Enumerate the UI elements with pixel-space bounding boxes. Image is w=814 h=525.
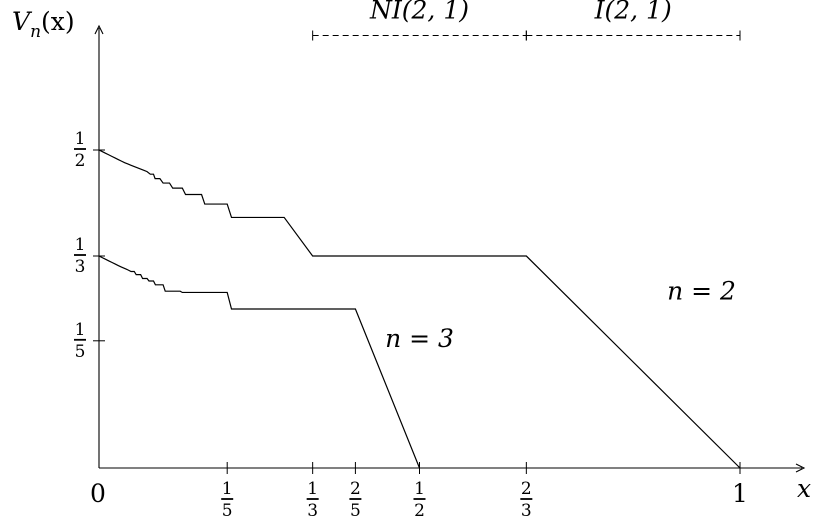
axes [93,24,806,474]
interval-1-label: I(2, 1) [594,0,672,25]
series-label-1: n = 3 [385,324,454,353]
x-axis-label: x [797,474,811,503]
x-tick-label-1: 13 [306,479,319,521]
y-tick-label-1-denominator: 3 [75,257,86,277]
origin-label: 0 [90,479,106,508]
y-axis-label-argument: (x) [41,7,75,36]
interval-1: I(2, 1) [525,0,741,41]
x-tick-label-2-denominator: 5 [350,501,361,521]
series-line-n3 [98,255,421,469]
y-tick-label-2: 15 [74,320,86,362]
y-axis-label: Vn(x) [12,7,75,42]
y-tick-label-0: 12 [74,129,86,171]
x-tick-label-4-numerator: 2 [521,479,532,499]
series-layer [98,149,741,469]
interval-0: NI(2, 1) [312,0,527,41]
y-tick-label-0-numerator: 1 [75,129,86,149]
x-tick-label-0-denominator: 5 [222,501,233,521]
x-tick-label-0: 15 [221,479,234,521]
x-tick-label-0-numerator: 1 [222,479,233,499]
x-tick-label-4-denominator: 3 [521,501,532,521]
series-line-n2 [98,149,741,469]
y-tick-label-0-denominator: 2 [75,151,86,171]
y-axis-arrowhead [94,24,104,35]
interval-0-label: NI(2, 1) [369,0,469,25]
x-tick-label-3-denominator: 2 [414,501,425,521]
x-tick-label-2-numerator: 2 [350,479,361,499]
x-tick-label-3: 12 [413,479,426,521]
y-tick-label-2-numerator: 1 [75,320,86,340]
x-tick-label-5: 1 [732,479,748,508]
y-tick-label-1-numerator: 1 [75,235,86,255]
x-tick-label-3-numerator: 1 [414,479,425,499]
y-tick-label-1: 13 [74,235,86,277]
series-label-0: n = 2 [667,276,736,305]
y-axis-label-subscript: n [30,22,41,42]
x-tick-label-1-numerator: 1 [307,479,318,499]
y-axis-label-base: V [12,7,33,36]
y-tick-label-2-denominator: 5 [75,342,86,362]
x-tick-label-2: 25 [349,479,362,521]
x-tick-label-1-denominator: 3 [307,501,318,521]
x-tick-label-4: 23 [520,479,533,521]
x-axis-arrowhead [795,463,806,473]
